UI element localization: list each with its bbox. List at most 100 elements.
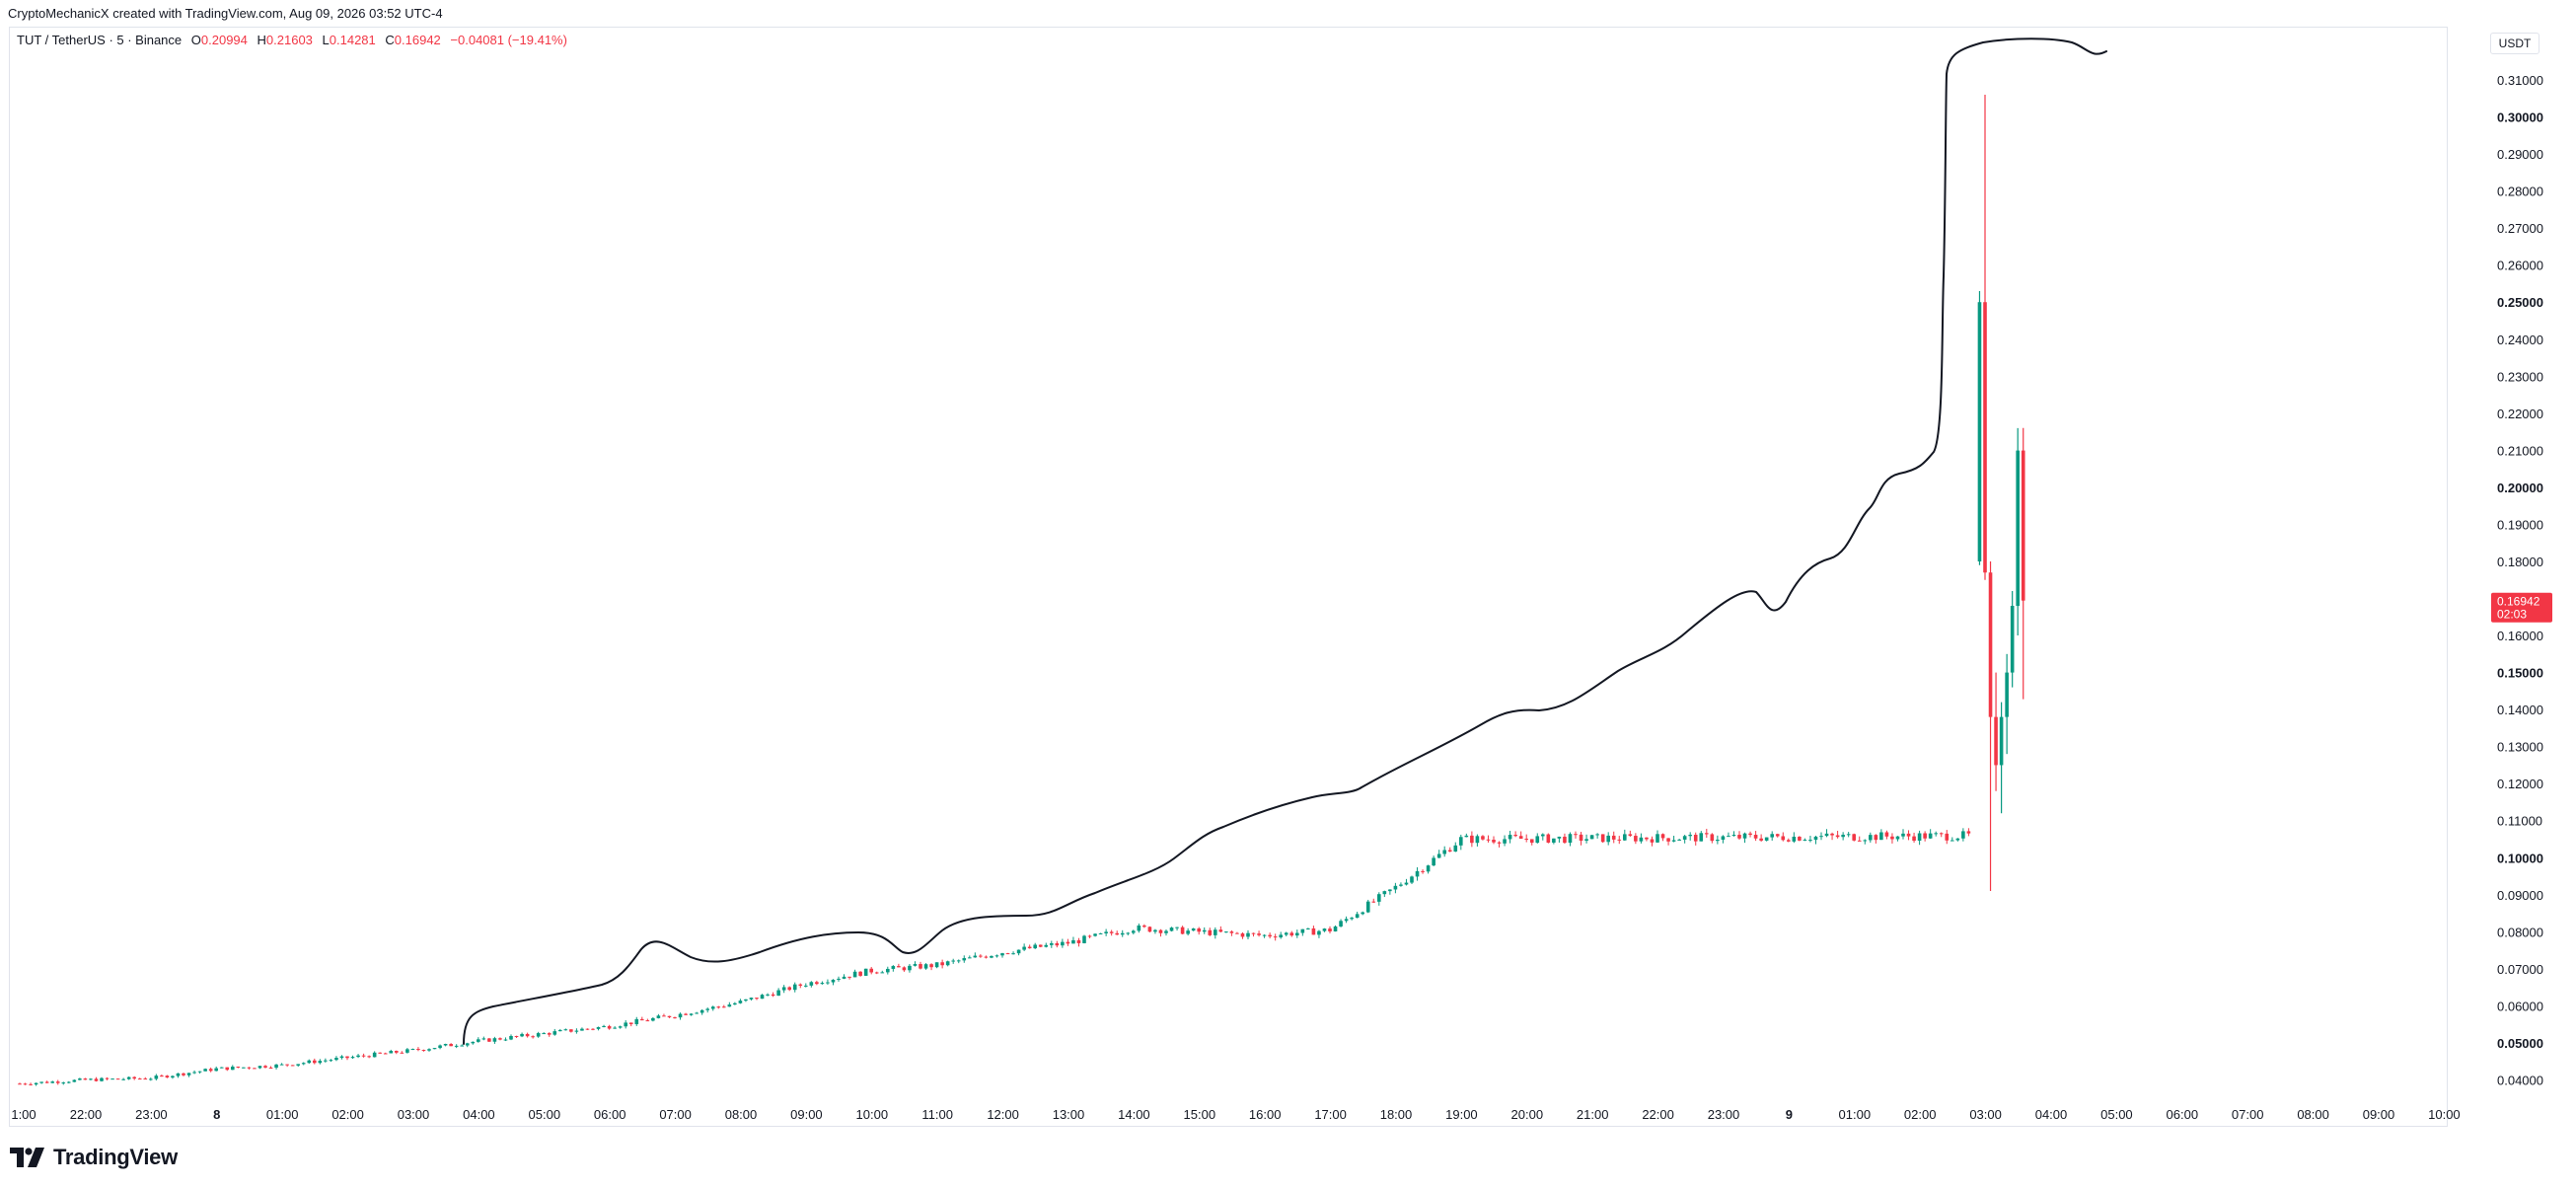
- candle-body: [339, 1056, 344, 1059]
- candle-body: [1835, 835, 1840, 838]
- candle-body: [602, 1025, 606, 1027]
- candle-body: [1699, 833, 1704, 842]
- candle-body: [1109, 931, 1114, 933]
- candle-body: [481, 1038, 486, 1040]
- candle-body: [378, 1052, 382, 1054]
- candle-body: [525, 1033, 530, 1037]
- candle-body: [171, 1076, 175, 1078]
- candle-body: [334, 1058, 338, 1061]
- candle-body: [798, 984, 803, 986]
- candle-body: [350, 1057, 355, 1059]
- candle-body: [274, 1064, 278, 1069]
- candle-body: [1977, 302, 1982, 561]
- y-tick-label: 0.28000: [2497, 185, 2543, 199]
- candle-body: [1546, 834, 1551, 843]
- x-tick-label: 23:00: [1708, 1107, 1740, 1122]
- candle-body: [863, 968, 868, 976]
- candle-body: [1246, 932, 1250, 937]
- y-tick-label: 0.30000: [2497, 111, 2543, 125]
- candle-body: [984, 956, 989, 958]
- candle-body: [940, 962, 944, 966]
- candle-body: [208, 1069, 213, 1072]
- candle-body: [1513, 835, 1517, 837]
- candle-body: [1999, 716, 2004, 766]
- candle-body: [1518, 836, 1523, 840]
- candle-body: [689, 1013, 694, 1015]
- candle-body: [1388, 889, 1392, 892]
- y-tick-label: 0.04000: [2497, 1074, 2543, 1088]
- candle-body: [1792, 836, 1797, 842]
- candle-body: [929, 964, 933, 968]
- candle-body: [471, 1041, 476, 1044]
- y-tick-label: 0.22000: [2497, 407, 2543, 421]
- candle-body: [563, 1029, 568, 1031]
- candle-body: [536, 1033, 541, 1037]
- candle-body: [1393, 885, 1398, 890]
- candle-body: [443, 1044, 448, 1046]
- candle-body: [1044, 944, 1049, 947]
- candle-body: [1061, 941, 1065, 946]
- candle-body: [1497, 842, 1502, 844]
- candle-body: [1824, 833, 1829, 837]
- candle-body: [826, 982, 830, 984]
- candle-body: [755, 998, 759, 1000]
- x-tick-label: 08:00: [725, 1107, 758, 1122]
- candle-body: [1410, 876, 1414, 883]
- candle-body: [820, 983, 825, 985]
- candle-body: [771, 994, 775, 997]
- y-tick-label: 0.27000: [2497, 221, 2543, 236]
- candle-body: [1552, 838, 1556, 843]
- candle-body: [869, 968, 873, 973]
- candle-body: [329, 1060, 333, 1062]
- tradingview-logo[interactable]: TradingView: [10, 1142, 178, 1173]
- candle-body: [1617, 839, 1622, 841]
- open-label: O: [190, 33, 201, 47]
- candle-body: [1224, 931, 1228, 933]
- candle-body: [1382, 891, 1387, 895]
- candle-body: [1787, 840, 1791, 842]
- candle-body: [634, 1018, 639, 1024]
- candle-body: [356, 1055, 360, 1058]
- candle-body: [285, 1064, 289, 1066]
- candle-body: [678, 1013, 683, 1018]
- tradingview-logo-icon: [10, 1148, 44, 1167]
- open-value: 0.20994: [200, 33, 248, 47]
- candle-body: [487, 1038, 491, 1042]
- candle-body: [383, 1053, 388, 1055]
- candle-body: [1611, 835, 1616, 840]
- candle-body: [1731, 835, 1736, 837]
- last-price-value: 0.16942: [2497, 595, 2540, 609]
- y-tick-label: 0.10000: [2497, 851, 2543, 865]
- freehand-drawing: [463, 37, 2107, 1045]
- y-tick-label: 0.13000: [2497, 740, 2543, 755]
- symbol-name[interactable]: TUT / TetherUS · 5 · Binance: [17, 33, 183, 47]
- candle-body: [934, 962, 939, 968]
- x-tick-label: 12:00: [987, 1107, 1019, 1122]
- candle-body: [1306, 927, 1310, 929]
- x-tick-label: 05:00: [529, 1107, 561, 1122]
- candle-body: [1781, 836, 1786, 841]
- x-tick-label: 19:00: [1445, 1107, 1478, 1122]
- candle-body: [121, 1078, 125, 1080]
- candle-body: [695, 1012, 699, 1014]
- candle-body: [253, 1068, 257, 1070]
- candle-body: [1710, 834, 1715, 842]
- candle-body: [1574, 834, 1578, 836]
- candle-body: [1656, 834, 1659, 843]
- currency-button[interactable]: USDT: [2490, 33, 2539, 54]
- x-tick-label: 9: [1786, 1107, 1793, 1122]
- x-tick-label: 15:00: [1184, 1107, 1216, 1122]
- candle-body: [1214, 929, 1217, 935]
- candle-body: [1268, 934, 1272, 937]
- candle-body: [1524, 839, 1528, 841]
- candle-body: [1115, 932, 1119, 935]
- y-tick-label: 0.21000: [2497, 443, 2543, 458]
- candle-body: [1584, 839, 1588, 842]
- candle-body: [1279, 934, 1283, 938]
- candle-body: [137, 1078, 142, 1080]
- candle-body: [1191, 928, 1196, 931]
- candle-body: [722, 1006, 726, 1008]
- candle-body: [149, 1078, 153, 1080]
- x-tick-label: 18:00: [1380, 1107, 1413, 1122]
